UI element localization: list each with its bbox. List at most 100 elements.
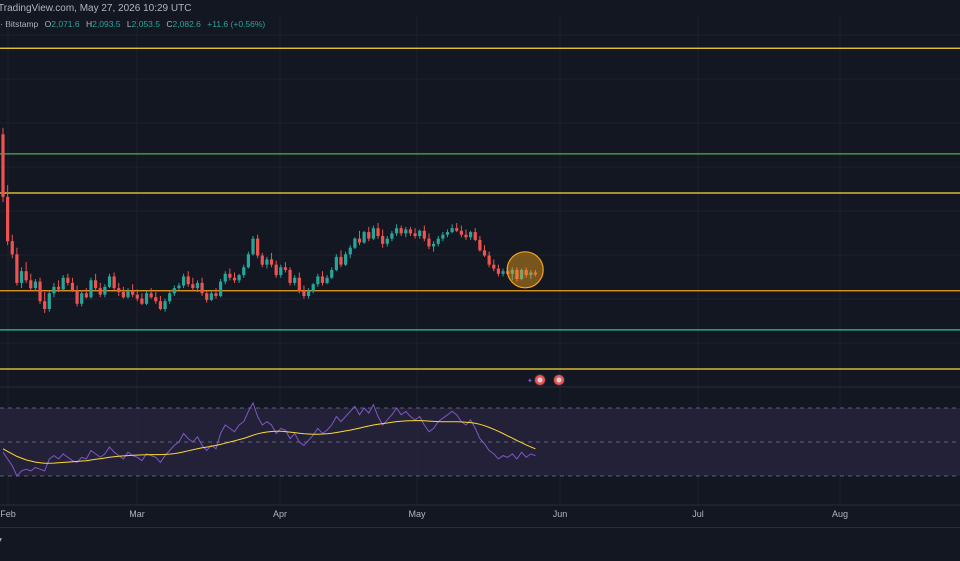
candle-body [61, 277, 65, 290]
candle-body [33, 281, 38, 289]
candle-body [288, 269, 292, 283]
candle-body [84, 293, 88, 298]
candle-body [246, 254, 250, 268]
exchange-label: · Bitstamp [0, 19, 39, 29]
candle-body [357, 238, 362, 243]
candle-body [1, 134, 5, 197]
candle-body [418, 230, 422, 236]
candle-body [6, 196, 10, 242]
candle-body [334, 256, 338, 270]
candle-body [131, 290, 135, 295]
candle-body [441, 234, 445, 239]
candle-body [311, 284, 315, 291]
candle-body [316, 276, 320, 285]
candle-body [94, 280, 98, 289]
candle-body [339, 256, 343, 265]
candle-body [149, 293, 153, 298]
candle-body [478, 239, 482, 251]
candle-body [353, 238, 357, 248]
rsi-ma-line [2, 420, 536, 464]
candle-body [279, 267, 283, 276]
plus-event-icon: ✦ [527, 377, 533, 385]
candle-body [256, 238, 260, 256]
x-tick-label: Feb [0, 509, 16, 519]
candle-body [529, 272, 533, 276]
high-value: 2,093.5 [92, 19, 121, 29]
price-chart[interactable]: ✦ Feb Mar Apr May Jun Jul Aug [0, 17, 960, 527]
highlight-marker [506, 251, 544, 289]
x-tick-label: May [408, 509, 426, 519]
chart-grid [0, 17, 960, 505]
top-bar: TradingView.com, May 27, 2026 10:29 UTC [0, 0, 960, 17]
candle-body [186, 276, 190, 285]
candle-body [177, 285, 181, 289]
candle-body [269, 259, 274, 265]
candle-body [200, 282, 204, 294]
candlestick-series [1, 127, 538, 313]
candle-body [293, 277, 297, 283]
x-tick-label: Jun [553, 509, 568, 519]
candle-body [228, 273, 232, 278]
candle-body [362, 232, 366, 243]
close-label: C [166, 19, 173, 29]
candle-body [422, 230, 426, 239]
high-label: H [86, 19, 93, 29]
candle-body [43, 301, 47, 309]
x-tick-label: Apr [273, 509, 287, 519]
horizontal-levels [0, 47, 960, 370]
rsi-pane [0, 386, 960, 477]
candle-body [209, 293, 213, 300]
candle-body [144, 293, 149, 304]
candle-body [455, 228, 459, 231]
candle-body [510, 269, 514, 274]
event-icons[interactable]: ✦ [527, 374, 565, 386]
candle-body [482, 250, 487, 256]
candle-body [367, 232, 371, 239]
x-tick-label: Aug [832, 509, 848, 519]
candle-body [242, 267, 246, 276]
candle-body [306, 290, 311, 296]
candle-body [524, 269, 528, 276]
candle-body [427, 238, 431, 247]
candle-body [158, 301, 163, 309]
candle-body [260, 255, 264, 265]
time-axis: Feb Mar Apr May Jun Jul Aug [0, 504, 960, 519]
candle-body [223, 273, 227, 282]
candle-body [47, 293, 51, 309]
flag-event-icon-core [537, 377, 543, 383]
candle-body [38, 281, 42, 302]
rsi-line [2, 401, 536, 477]
candle-body [469, 232, 473, 238]
candle-body [117, 288, 121, 293]
candle-body [390, 233, 394, 239]
x-tick-label: Jul [692, 509, 704, 519]
candle-body [445, 232, 450, 235]
candle-body [89, 280, 93, 298]
candle-body [274, 264, 278, 276]
candle-body [519, 269, 524, 280]
candle-body [297, 277, 301, 291]
candle-body [399, 228, 403, 234]
candle-body [121, 292, 125, 298]
candle-body [237, 275, 241, 281]
ohlc-legend: · Bitstamp O2,071.6 H2,093.5 L2,053.5 C2… [0, 19, 265, 33]
open-label: O [44, 19, 52, 29]
candle-body [195, 282, 200, 289]
candle-body [376, 228, 380, 236]
open-value: 2,071.6 [51, 19, 80, 29]
candle-body [103, 286, 107, 295]
candle-body [75, 290, 79, 304]
candle-body [70, 282, 75, 291]
candle-body [191, 284, 195, 289]
candle-body [10, 241, 14, 255]
candle-body [533, 272, 538, 275]
candle-body [330, 269, 334, 278]
close-value: 2,082.6 [172, 19, 201, 29]
candle-body [232, 277, 237, 281]
candle-body [487, 255, 491, 265]
candle-body [29, 280, 33, 289]
low-value: 2,053.5 [131, 19, 161, 29]
candle-body [107, 276, 112, 287]
candle-body [135, 294, 139, 299]
candle-body [265, 259, 269, 265]
